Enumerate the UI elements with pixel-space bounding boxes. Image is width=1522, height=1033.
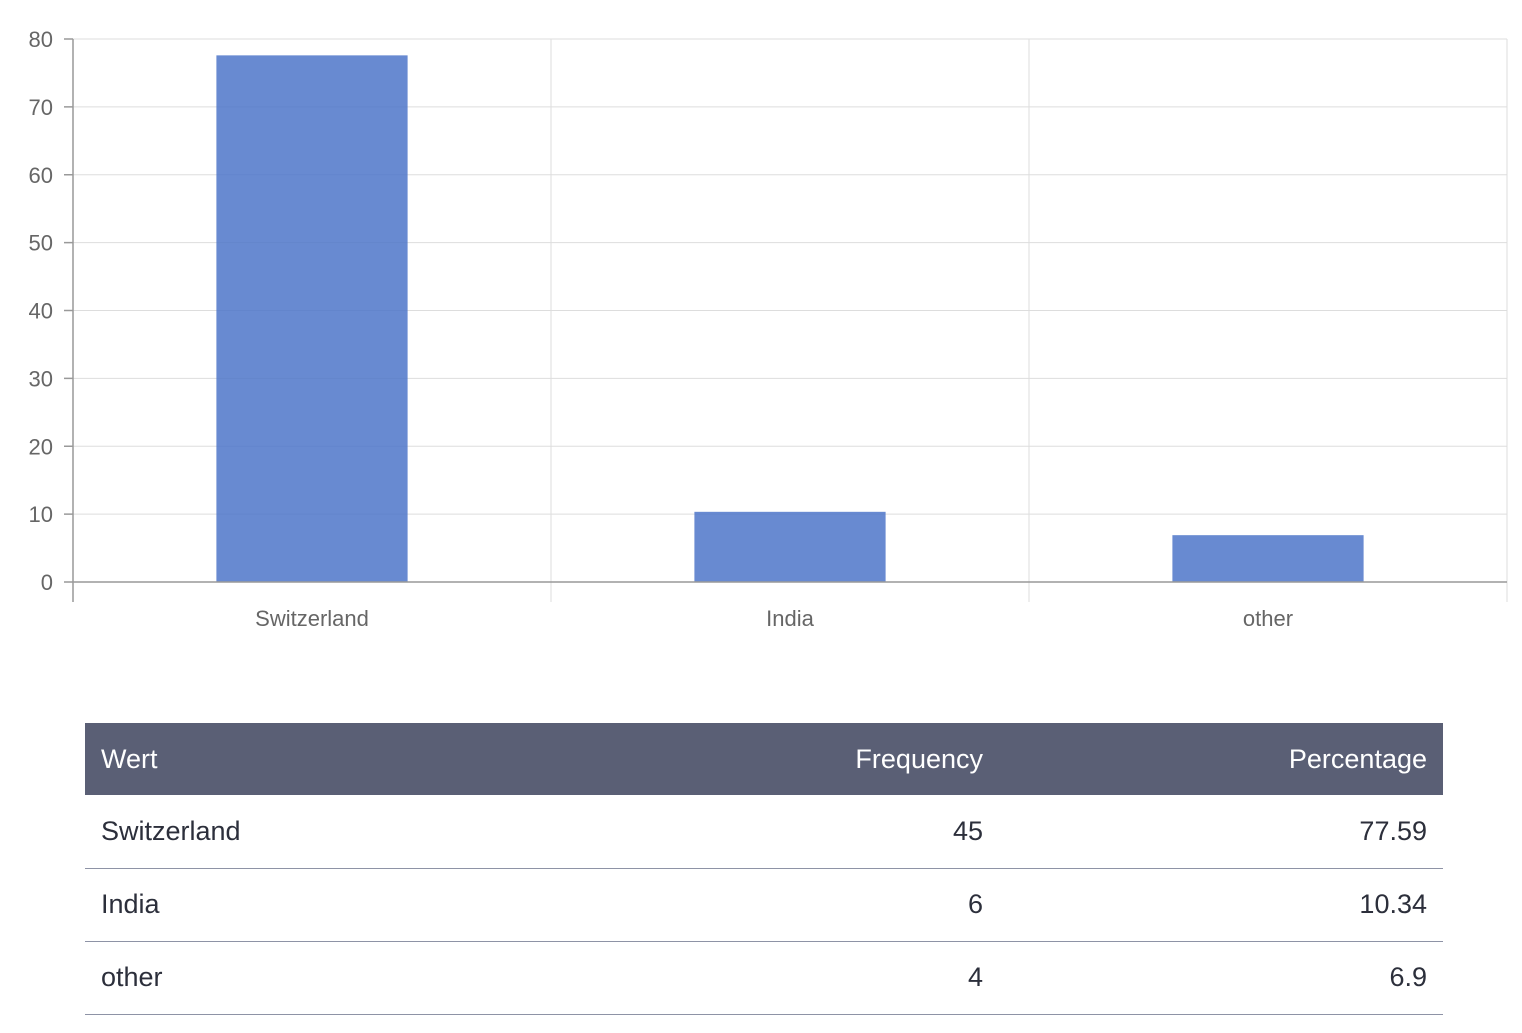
y-tick-label: 10	[29, 502, 53, 527]
x-tick-label: Switzerland	[255, 606, 369, 631]
y-tick-label: 0	[41, 570, 53, 595]
table-row: India 6 10.34	[85, 868, 1443, 941]
bar-other	[1172, 535, 1364, 582]
bar-chart: 0 10 20 30 40 50 60 70 80 Switzerland India other	[29, 27, 1508, 631]
y-tick-label: 60	[29, 163, 53, 188]
y-tick-label: 20	[29, 434, 53, 459]
y-tick-label: 40	[29, 299, 53, 324]
y-tick-label: 80	[29, 27, 53, 52]
y-tick-label: 70	[29, 95, 53, 120]
cell-percentage: 10.34	[1359, 889, 1427, 919]
frequency-table: Wert Frequency Percentage Switzerland 45…	[85, 723, 1443, 1015]
y-tick-label: 50	[29, 231, 53, 256]
y-tick-label: 30	[29, 366, 53, 391]
x-tick-label: India	[766, 606, 814, 631]
column-header-percentage: Percentage	[1288, 743, 1427, 774]
cell-percentage: 77.59	[1359, 815, 1427, 846]
cell-percentage: 6.9	[1389, 962, 1427, 992]
chart-tick-labels: 0 10 20 30 40 50 60 70 80 Switzerland India other	[29, 27, 1294, 631]
cell-wert: India	[101, 889, 160, 919]
cell-frequency: 4	[967, 962, 983, 992]
chart-axes	[64, 38, 1507, 583]
table-row: other 4 6.9	[85, 941, 1443, 1014]
cell-frequency: 45	[952, 815, 983, 846]
cell-wert: other	[101, 962, 163, 992]
cell-wert: Switzerland	[101, 815, 241, 846]
column-header-wert: Wert	[101, 743, 158, 774]
table-header-row: Wert Frequency Percentage	[85, 723, 1443, 795]
bar-switzerland	[216, 55, 408, 583]
bar-india	[694, 511, 886, 582]
table-row: Switzerland 45 77.59	[85, 795, 1443, 868]
cell-frequency: 6	[967, 889, 983, 919]
column-header-frequency: Frequency	[855, 743, 983, 774]
chart-bars	[216, 55, 1364, 583]
x-tick-label: other	[1243, 606, 1293, 631]
